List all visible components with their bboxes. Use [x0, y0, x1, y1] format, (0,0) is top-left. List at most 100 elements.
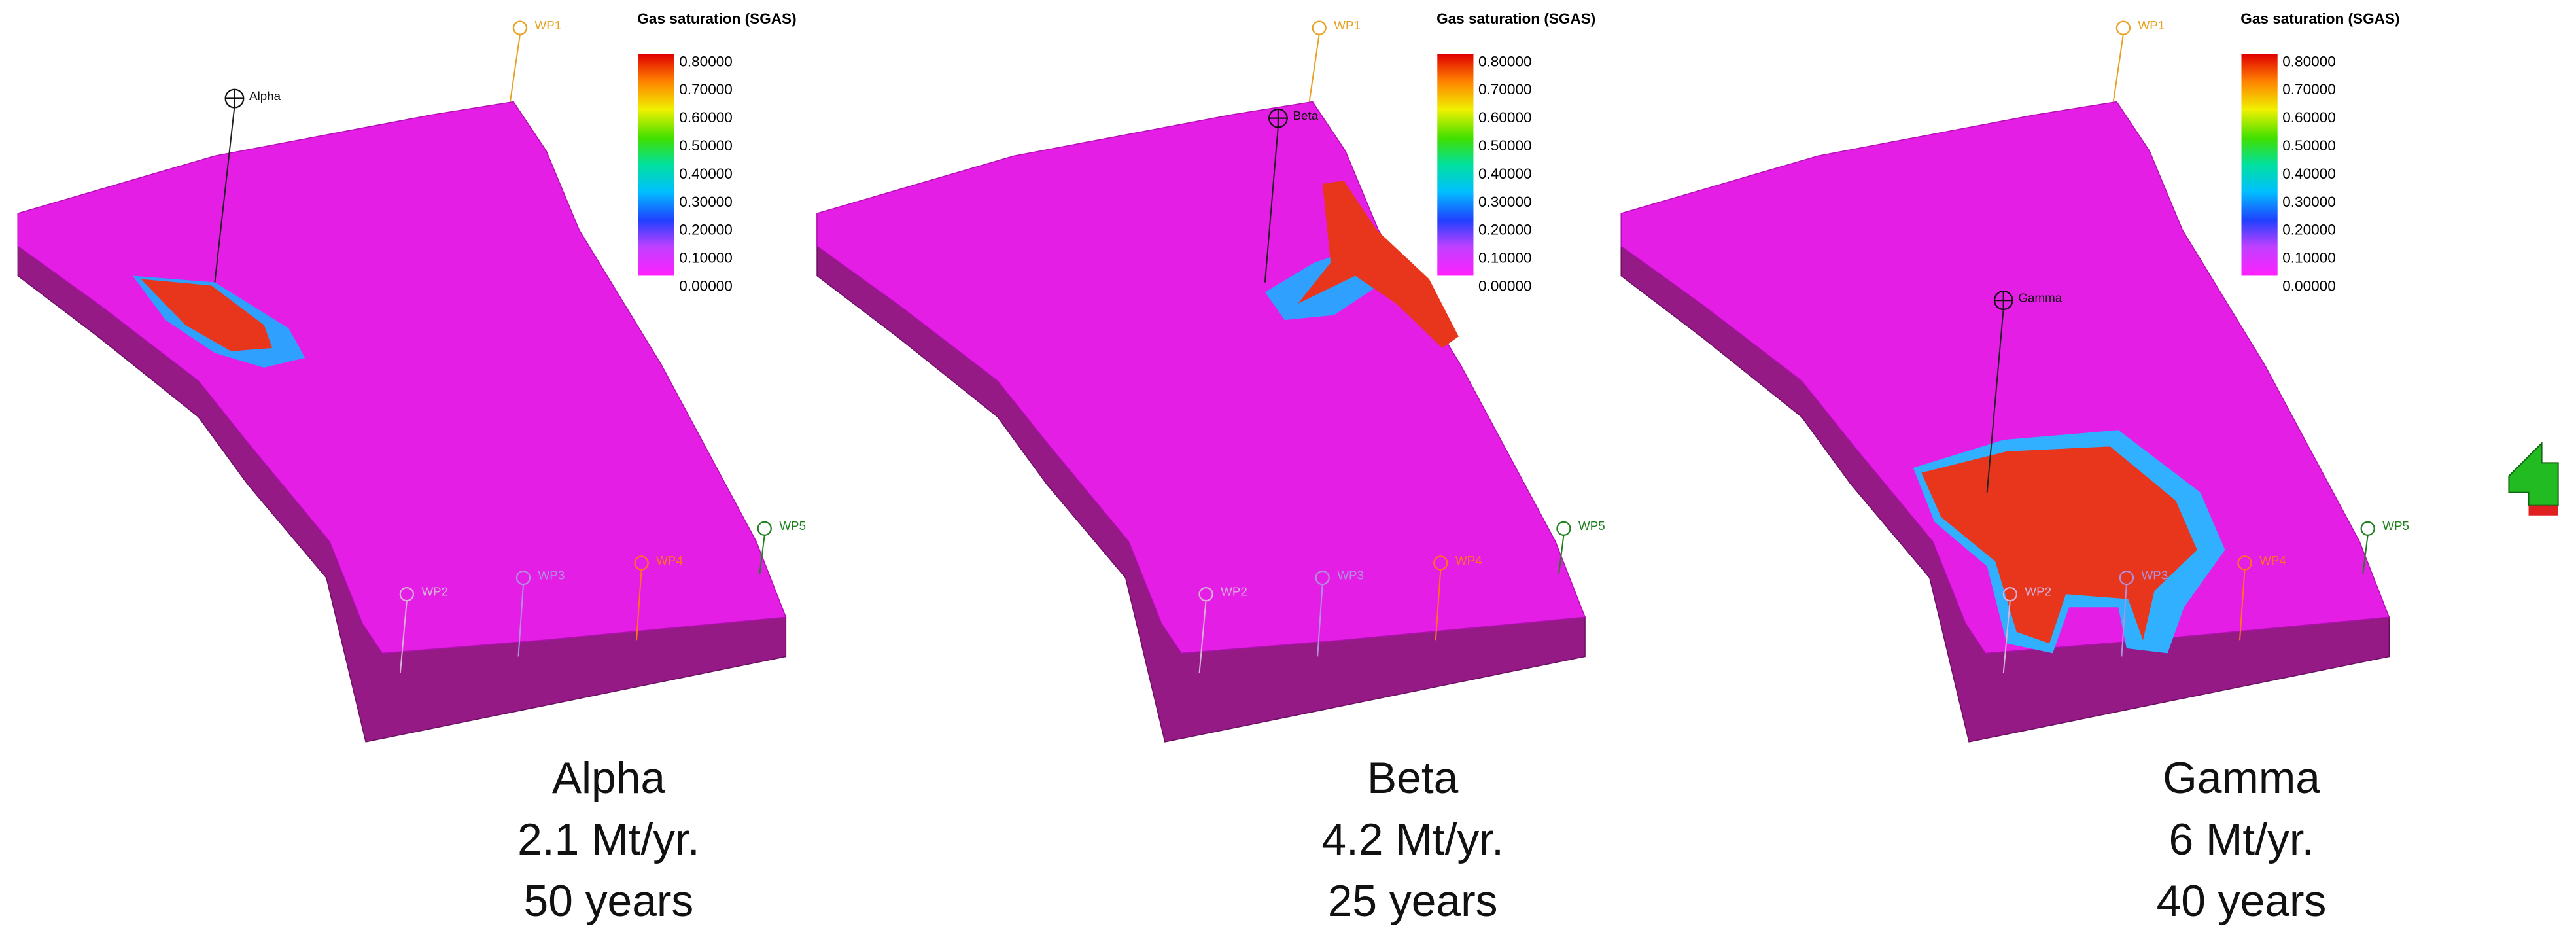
injector-cross: [1994, 291, 2013, 309]
caption-line: Gamma: [2163, 754, 2320, 803]
injector-trajectory: [214, 106, 235, 283]
well-label: WP1: [2138, 18, 2165, 32]
gas-plume: [1298, 180, 1459, 348]
well-head: [634, 555, 649, 571]
colorbar-tick-label: 0.70000: [679, 81, 733, 97]
caption-line: 50 years: [524, 877, 694, 926]
colorbar-tick-label: 0.70000: [1478, 81, 1532, 97]
injector-cross: [225, 89, 244, 108]
well-trajectory: [1308, 34, 1320, 102]
panel: Gas saturation (SGAS) 0.80000 0.70000 0.600…: [1620, 10, 2409, 926]
injector-trajectory: [1986, 308, 2004, 493]
well-trajectory: [517, 584, 524, 657]
well-trajectory: [399, 601, 408, 673]
well-label: WP5: [779, 519, 806, 533]
caption-line: Beta: [1367, 754, 1459, 803]
injector-label: Beta: [1293, 109, 1319, 122]
well-trajectory: [1317, 584, 1323, 657]
injector-label: Alpha: [249, 89, 281, 103]
colorbar-tick-label: 0.00000: [1478, 277, 1532, 294]
caption-line: 2.1 Mt/yr.: [517, 815, 699, 864]
well-head: [757, 521, 772, 536]
caption-line: Alpha: [552, 754, 666, 803]
colorbar-tick-label: 0.40000: [679, 166, 733, 182]
well-trajectory: [2002, 601, 2011, 673]
caption-line: 6 Mt/yr.: [2169, 815, 2314, 864]
caption-line: 4.2 Mt/yr.: [1321, 815, 1503, 864]
well-label: WP4: [656, 554, 683, 567]
well-trajectory: [1558, 535, 1565, 575]
injector-label: Gamma: [2018, 291, 2062, 305]
well-head: [399, 586, 415, 602]
colorbar-tick-label: 0.50000: [1478, 137, 1532, 154]
reservoir-top: [816, 101, 1586, 654]
well-trajectory: [1198, 601, 1207, 673]
well-head: [2002, 586, 2017, 602]
colorbar: [1437, 54, 1474, 276]
well-head: [2115, 20, 2131, 35]
colorbar-tick-label: 0.70000: [2282, 81, 2336, 97]
injector-trajectory: [1264, 126, 1279, 283]
colorbar-tick-label: 0.20000: [2282, 222, 2336, 238]
colorbar-tick-label: 0.10000: [2282, 250, 2336, 266]
colorbar-tick-label: 0.30000: [1478, 194, 1532, 210]
colorbar-tick-label: 0.20000: [679, 222, 733, 238]
colorbar-tick-label: 0.60000: [2282, 109, 2336, 126]
well-trajectory: [2121, 584, 2127, 657]
injector-cross: [1269, 109, 1287, 128]
colorbar-tick-label: 0.00000: [679, 277, 733, 294]
well-trajectory: [509, 34, 521, 102]
well-trajectory: [636, 569, 642, 641]
colorbar-tick-label: 0.30000: [2282, 194, 2336, 210]
well-label: WP1: [1334, 18, 1361, 32]
colorbar-tick-label: 0.80000: [2282, 53, 2336, 69]
colorbar-tick-label: 0.80000: [1478, 53, 1532, 69]
well-label: WP1: [535, 18, 562, 32]
caption-line: 25 years: [1328, 877, 1498, 926]
colorbar-tick-label: 0.10000: [1478, 250, 1532, 266]
well-label: WP5: [1578, 519, 1605, 533]
well-label: WP4: [2259, 554, 2286, 567]
colorbar: [638, 54, 674, 276]
colorbar-tick-label: 0.80000: [679, 53, 733, 69]
well-head: [2237, 555, 2252, 571]
well-head: [1556, 521, 1571, 536]
colorbar-tick-label: 0.60000: [1478, 109, 1532, 126]
colorbar-tick-label: 0.50000: [2282, 137, 2336, 154]
colorbar-tick-label: 0.00000: [2282, 277, 2336, 294]
well-label: WP2: [1221, 585, 1247, 599]
well-label: WP3: [1337, 568, 1364, 582]
well-label: WP3: [538, 568, 565, 582]
reservoir-top: [17, 101, 787, 654]
well-label: WP3: [2141, 568, 2168, 582]
well-trajectory: [2362, 535, 2369, 575]
well-head: [2119, 570, 2134, 586]
colorbar-tick-label: 0.10000: [679, 250, 733, 266]
well-trajectory: [2112, 34, 2124, 102]
well-head: [512, 20, 528, 35]
well-head: [1198, 586, 1213, 602]
colorbar-tick-label: 0.60000: [679, 109, 733, 126]
well-label: WP2: [2025, 585, 2051, 599]
colorbar-title: Gas saturation (SGAS): [2240, 10, 2399, 27]
well-trajectory: [2238, 569, 2246, 641]
well-head: [1312, 20, 1327, 35]
well-head: [1315, 570, 1330, 586]
gas-plume: [1921, 446, 2197, 644]
colorbar-title: Gas saturation (SGAS): [637, 10, 796, 27]
colorbar: [2241, 54, 2278, 276]
orientation-arrow: [2508, 441, 2559, 516]
colorbar-title: Gas saturation (SGAS): [1436, 10, 1595, 27]
well-label: WP4: [1455, 554, 1482, 567]
well-head: [1433, 555, 1448, 571]
colorbar-tick-label: 0.20000: [1478, 222, 1532, 238]
colorbar-tick-label: 0.40000: [2282, 166, 2336, 182]
colorbar-tick-label: 0.40000: [1478, 166, 1532, 182]
well-label: WP2: [421, 585, 448, 599]
well-label: WP5: [2382, 519, 2409, 533]
panel: Gas saturation (SGAS) 0.80000 0.70000 0.600…: [17, 10, 806, 926]
well-trajectory: [1435, 569, 1442, 641]
well-head: [2360, 521, 2375, 536]
